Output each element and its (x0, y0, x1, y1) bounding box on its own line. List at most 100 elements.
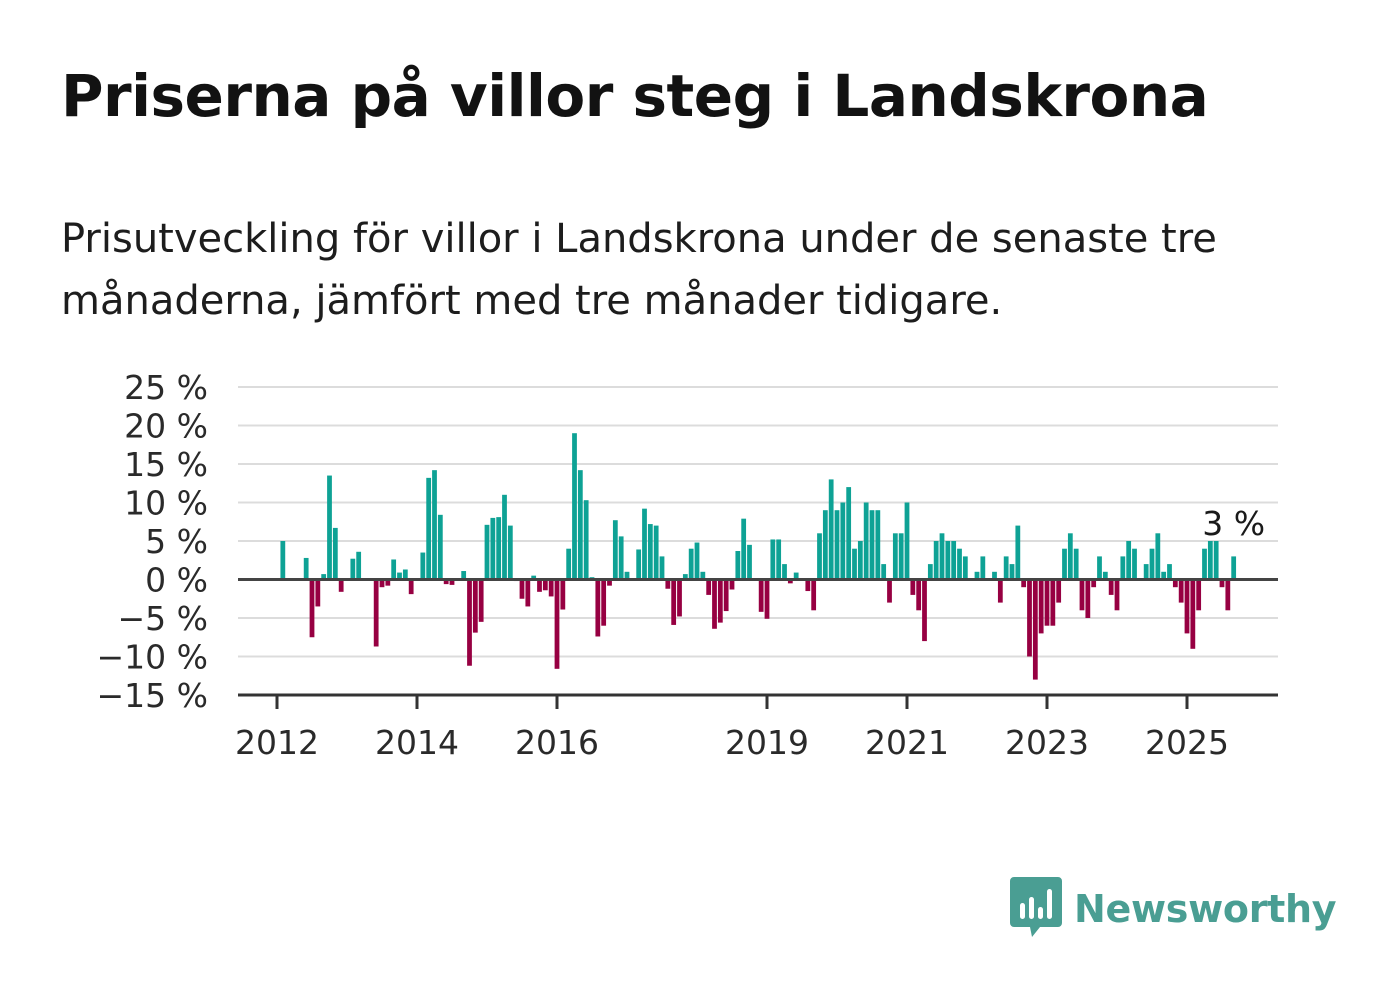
y-tick-label: 15 % (124, 445, 208, 484)
x-tick-label: 2014 (375, 723, 459, 762)
bar (1009, 564, 1015, 580)
bar (1184, 579, 1190, 634)
bar (391, 559, 397, 580)
bar (1202, 548, 1207, 580)
bar (805, 579, 811, 592)
bar (758, 579, 764, 612)
bar (373, 579, 379, 647)
bar (863, 502, 869, 580)
bar (507, 525, 513, 580)
bar (682, 574, 688, 580)
bar (484, 524, 490, 580)
bar (472, 579, 478, 633)
bar (875, 510, 881, 580)
bar (408, 579, 414, 595)
bar (939, 533, 945, 580)
bar (793, 572, 799, 580)
bar (1102, 571, 1108, 580)
bar (1032, 579, 1038, 680)
bar (519, 579, 525, 599)
bar (642, 508, 647, 580)
bar (449, 579, 455, 585)
last-value-label: 3 % (1202, 504, 1265, 543)
last-value-label-halo: 3 % (1202, 504, 1265, 543)
y-axis-tick-labels: 25 %20 %15 %10 %5 %0 %−5 %−10 %−15 % (97, 368, 209, 715)
bar (1050, 579, 1056, 626)
bar (677, 579, 682, 617)
bar (636, 549, 642, 580)
bar-series (280, 433, 1237, 680)
brand-name: Newsworthy (1074, 887, 1337, 931)
bar (1079, 579, 1085, 611)
bar (612, 520, 618, 580)
bar (1097, 556, 1102, 580)
bar (653, 525, 659, 580)
bar (327, 475, 332, 580)
bar (1091, 579, 1097, 588)
bar (303, 557, 309, 580)
bar (1056, 579, 1062, 603)
bar (525, 579, 531, 607)
bar (1108, 579, 1114, 595)
x-tick-label: 2023 (1005, 723, 1089, 762)
bar (822, 510, 828, 580)
bar (840, 502, 846, 580)
bar (747, 544, 752, 580)
bar (892, 533, 898, 580)
bar (1161, 571, 1167, 580)
bar (420, 552, 426, 580)
bar (735, 551, 741, 580)
bar (957, 548, 962, 580)
bar (665, 579, 671, 589)
bar (1207, 541, 1213, 580)
bar (280, 541, 286, 580)
bar (712, 579, 717, 629)
x-tick-label: 2019 (725, 723, 809, 762)
bar (916, 579, 922, 611)
bar (321, 574, 327, 580)
y-tick-label: −5 % (118, 599, 209, 638)
bar (1021, 579, 1027, 588)
bar (350, 558, 356, 580)
bar (729, 579, 735, 590)
bar (467, 579, 472, 666)
bar (1027, 579, 1032, 657)
bar (1196, 579, 1202, 611)
bar (402, 569, 408, 580)
bar (706, 579, 712, 595)
bar (478, 579, 484, 622)
x-tick-label: 2012 (235, 723, 319, 762)
bar (356, 551, 362, 580)
bar (881, 564, 887, 580)
bar (554, 579, 560, 669)
bar (1172, 579, 1178, 588)
bar (1120, 556, 1126, 580)
bar (741, 518, 747, 580)
bar (1062, 548, 1067, 580)
bar (496, 517, 502, 580)
bar (671, 579, 677, 625)
bar (1015, 525, 1021, 580)
x-tick-label: 2016 (515, 723, 599, 762)
bar (1231, 556, 1237, 580)
bar (811, 579, 817, 611)
y-tick-label: −10 % (97, 638, 209, 677)
bar (315, 579, 321, 607)
bar (922, 579, 927, 642)
bar (595, 579, 601, 637)
bar (945, 541, 951, 580)
bar (426, 477, 432, 580)
bar (764, 579, 770, 619)
bar (624, 571, 630, 580)
bar (1225, 579, 1231, 611)
bar (834, 510, 840, 580)
bar (338, 579, 344, 592)
bar (647, 524, 653, 580)
bar (1073, 548, 1079, 580)
bar (782, 564, 787, 580)
bar (694, 542, 700, 580)
bar (992, 571, 997, 580)
bar (601, 579, 607, 626)
bar (309, 579, 315, 638)
bar (385, 579, 391, 586)
